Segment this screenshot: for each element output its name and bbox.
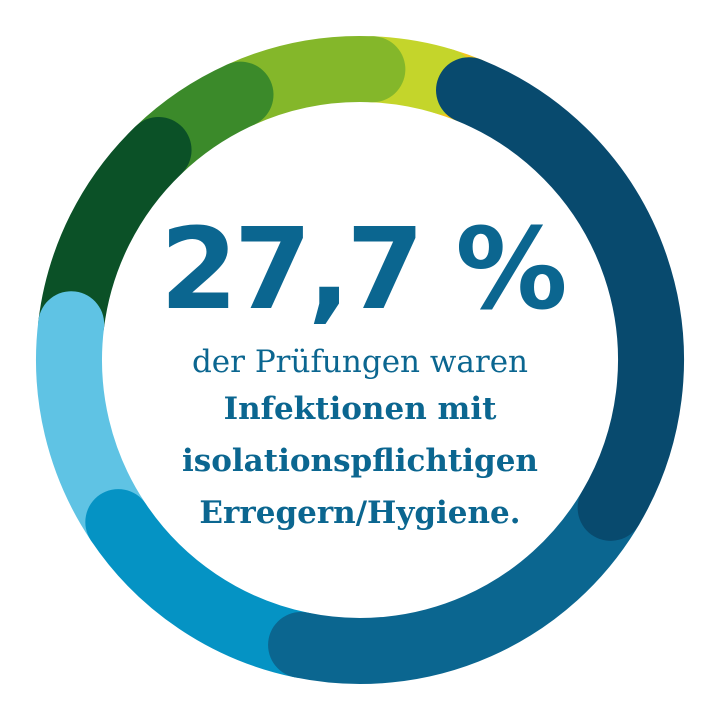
emphasis-line-1: Infektionen mit [223, 391, 497, 427]
emphasis-line-2: isolationspflichtigen [182, 443, 538, 479]
center-label: 27,7 % der Prüfungen waren Infektionen m… [160, 205, 568, 539]
donut-segment-1 [436, 57, 684, 541]
donut-segment-3 [85, 489, 335, 678]
emphasis-line-3: Erregern/Hygiene. [199, 495, 521, 531]
subline-text: der Prüfungen waren [191, 344, 529, 380]
headline-percentage: 27,7 % [160, 205, 568, 335]
donut-segment-2 [268, 474, 644, 684]
